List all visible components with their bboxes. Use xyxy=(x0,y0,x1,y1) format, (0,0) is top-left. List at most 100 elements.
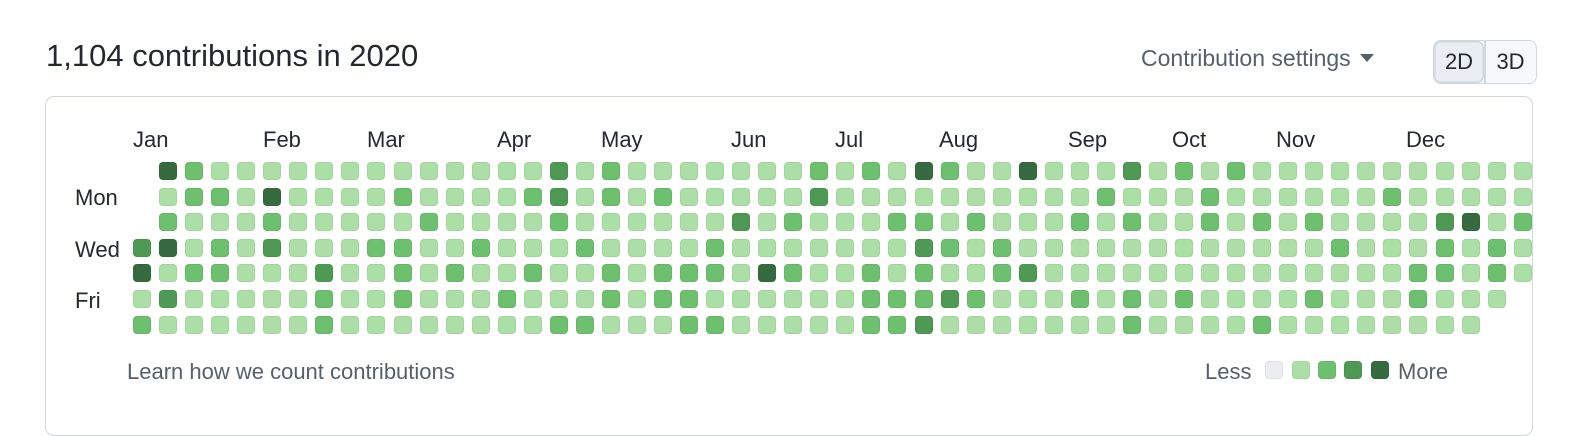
contribution-day[interactable] xyxy=(1383,290,1401,308)
contribution-day[interactable] xyxy=(315,188,333,206)
contribution-day[interactable] xyxy=(1149,264,1167,282)
contribution-day[interactable] xyxy=(550,264,568,282)
contribution-day[interactable] xyxy=(758,188,776,206)
contribution-day[interactable] xyxy=(1071,188,1089,206)
contribution-day[interactable] xyxy=(1409,264,1427,282)
contribution-day[interactable] xyxy=(1279,316,1297,334)
contribution-day[interactable] xyxy=(446,213,464,231)
contribution-day[interactable] xyxy=(1488,290,1506,308)
contribution-day[interactable] xyxy=(1097,316,1115,334)
contribution-day[interactable] xyxy=(185,290,203,308)
contribution-day[interactable] xyxy=(1514,239,1532,257)
contribution-day[interactable] xyxy=(888,188,906,206)
contribution-day[interactable] xyxy=(159,316,177,334)
contribution-day[interactable] xyxy=(602,213,620,231)
contribution-day[interactable] xyxy=(133,239,151,257)
contribution-day[interactable] xyxy=(420,213,438,231)
contribution-day[interactable] xyxy=(498,188,516,206)
contribution-day[interactable] xyxy=(367,239,385,257)
contribution-day[interactable] xyxy=(993,213,1011,231)
contribution-day[interactable] xyxy=(550,188,568,206)
contribution-day[interactable] xyxy=(680,290,698,308)
contribution-day[interactable] xyxy=(602,316,620,334)
contribution-day[interactable] xyxy=(524,188,542,206)
contribution-day[interactable] xyxy=(654,188,672,206)
contribution-day[interactable] xyxy=(732,290,750,308)
contribution-day[interactable] xyxy=(915,162,933,180)
contribution-day[interactable] xyxy=(915,213,933,231)
contribution-day[interactable] xyxy=(1357,290,1375,308)
contribution-day[interactable] xyxy=(498,213,516,231)
contribution-day[interactable] xyxy=(211,188,229,206)
contribution-day[interactable] xyxy=(1019,290,1037,308)
contribution-day[interactable] xyxy=(1227,290,1245,308)
contribution-day[interactable] xyxy=(1201,316,1219,334)
contribution-day[interactable] xyxy=(1175,316,1193,334)
contribution-day[interactable] xyxy=(1019,264,1037,282)
contribution-day[interactable] xyxy=(602,162,620,180)
contribution-day[interactable] xyxy=(732,162,750,180)
contribution-day[interactable] xyxy=(836,290,854,308)
contribution-day[interactable] xyxy=(1201,213,1219,231)
contribution-day[interactable] xyxy=(159,213,177,231)
contribution-day[interactable] xyxy=(289,188,307,206)
contribution-day[interactable] xyxy=(367,290,385,308)
contribution-day[interactable] xyxy=(1253,213,1271,231)
contribution-day[interactable] xyxy=(1383,316,1401,334)
contribution-day[interactable] xyxy=(706,290,724,308)
contribution-day[interactable] xyxy=(706,162,724,180)
contribution-day[interactable] xyxy=(263,264,281,282)
toggle-2d-button[interactable]: 2D xyxy=(1434,41,1484,83)
contribution-day[interactable] xyxy=(341,290,359,308)
contribution-day[interactable] xyxy=(263,188,281,206)
contribution-day[interactable] xyxy=(446,290,464,308)
contribution-day[interactable] xyxy=(446,239,464,257)
contribution-day[interactable] xyxy=(758,239,776,257)
contribution-day[interactable] xyxy=(862,213,880,231)
contribution-day[interactable] xyxy=(967,188,985,206)
contribution-day[interactable] xyxy=(185,239,203,257)
contribution-day[interactable] xyxy=(732,239,750,257)
contribution-day[interactable] xyxy=(888,316,906,334)
contribution-day[interactable] xyxy=(394,162,412,180)
contribution-day[interactable] xyxy=(1149,239,1167,257)
contribution-day[interactable] xyxy=(993,316,1011,334)
contribution-day[interactable] xyxy=(1488,213,1506,231)
contribution-day[interactable] xyxy=(1462,188,1480,206)
contribution-day[interactable] xyxy=(967,316,985,334)
contribution-day[interactable] xyxy=(211,316,229,334)
contribution-day[interactable] xyxy=(888,213,906,231)
contribution-day[interactable] xyxy=(784,290,802,308)
contribution-day[interactable] xyxy=(1409,316,1427,334)
contribution-day[interactable] xyxy=(967,162,985,180)
contribution-day[interactable] xyxy=(993,290,1011,308)
contribution-day[interactable] xyxy=(1305,316,1323,334)
contribution-day[interactable] xyxy=(732,316,750,334)
contribution-day[interactable] xyxy=(758,162,776,180)
contribution-day[interactable] xyxy=(1097,213,1115,231)
contribution-day[interactable] xyxy=(915,239,933,257)
contribution-day[interactable] xyxy=(237,188,255,206)
contribution-day[interactable] xyxy=(550,316,568,334)
contribution-day[interactable] xyxy=(836,316,854,334)
contribution-day[interactable] xyxy=(1149,316,1167,334)
contribution-day[interactable] xyxy=(654,162,672,180)
contribution-day[interactable] xyxy=(472,162,490,180)
contribution-day[interactable] xyxy=(1436,264,1454,282)
contribution-day[interactable] xyxy=(1097,239,1115,257)
contribution-day[interactable] xyxy=(915,316,933,334)
contribution-day[interactable] xyxy=(1123,290,1141,308)
contribution-day[interactable] xyxy=(185,264,203,282)
contribution-day[interactable] xyxy=(1305,188,1323,206)
contribution-day[interactable] xyxy=(1279,239,1297,257)
contribution-day[interactable] xyxy=(1071,264,1089,282)
contribution-day[interactable] xyxy=(1331,290,1349,308)
contribution-day[interactable] xyxy=(680,264,698,282)
contribution-day[interactable] xyxy=(498,239,516,257)
contribution-day[interactable] xyxy=(1045,162,1063,180)
contribution-day[interactable] xyxy=(680,316,698,334)
contribution-day[interactable] xyxy=(1279,188,1297,206)
contribution-day[interactable] xyxy=(550,290,568,308)
contribution-day[interactable] xyxy=(341,188,359,206)
contribution-day[interactable] xyxy=(550,162,568,180)
